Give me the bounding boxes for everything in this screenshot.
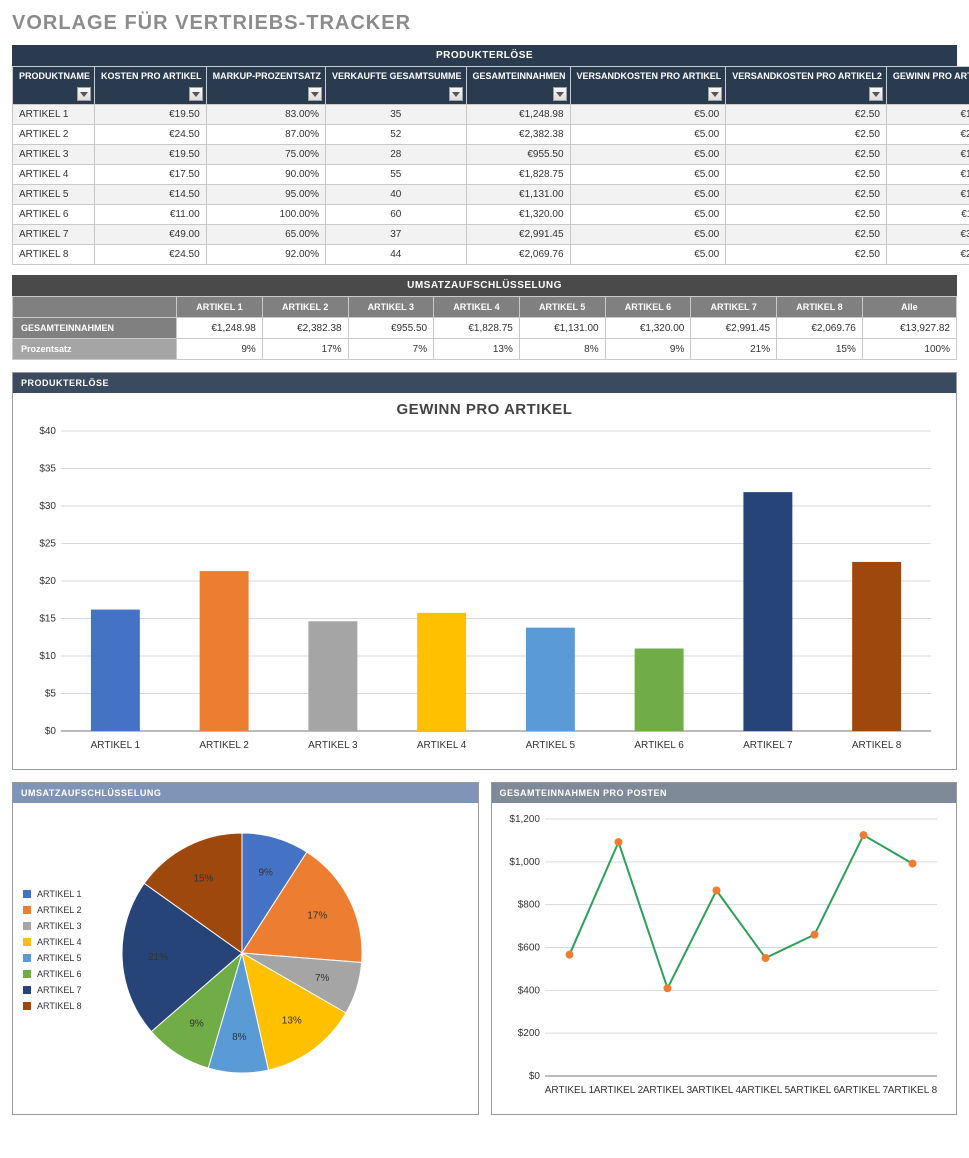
legend-item: ARTIKEL 8 xyxy=(23,1001,82,1011)
dropdown-icon[interactable] xyxy=(869,87,883,101)
svg-text:$1,200: $1,200 xyxy=(509,814,540,825)
svg-text:9%: 9% xyxy=(189,1019,204,1030)
svg-text:$10: $10 xyxy=(39,651,56,662)
svg-text:ARTIKEL 5: ARTIKEL 5 xyxy=(740,1085,790,1096)
legend-item: ARTIKEL 4 xyxy=(23,937,82,947)
legend-item: ARTIKEL 2 xyxy=(23,905,82,915)
pie-legend: ARTIKEL 1 ARTIKEL 2 ARTIKEL 3 ARTIKEL 4 ARTI… xyxy=(23,889,82,1017)
svg-text:ARTIKEL 5: ARTIKEL 5 xyxy=(526,740,576,751)
table1-col-7: GEWINN PRO ARTIKEL xyxy=(886,67,969,105)
legend-item: ARTIKEL 5 xyxy=(23,953,82,963)
svg-text:ARTIKEL 7: ARTIKEL 7 xyxy=(838,1085,888,1096)
svg-text:ARTIKEL 3: ARTIKEL 3 xyxy=(642,1085,692,1096)
svg-text:ARTIKEL 2: ARTIKEL 2 xyxy=(199,740,249,751)
line-chart: $0$200$400$600$800$1,000$1,200ARTIKEL 1A… xyxy=(500,811,945,1101)
table-row: ARTIKEL 3€19.5075.00%28€955.50€5.00€2.50… xyxy=(13,145,969,165)
dropdown-icon[interactable] xyxy=(553,87,567,101)
svg-text:ARTIKEL 4: ARTIKEL 4 xyxy=(417,740,467,751)
dropdown-icon[interactable] xyxy=(77,87,91,101)
svg-text:$400: $400 xyxy=(517,985,540,996)
pie-chart: 9% 17% 7% 13% 8% 9% 21% 15% xyxy=(82,813,402,1093)
svg-text:8%: 8% xyxy=(232,1032,247,1043)
pie-chart-box: UMSATZAUFSCHLÜSSELUNG ARTIKEL 1 ARTIKEL 2… xyxy=(12,782,479,1115)
svg-text:21%: 21% xyxy=(148,952,168,963)
svg-text:ARTIKEL 1: ARTIKEL 1 xyxy=(91,740,141,751)
svg-text:ARTIKEL 2: ARTIKEL 2 xyxy=(593,1085,643,1096)
page-title: VORLAGE FÜR VERTRIEBS-TRACKER xyxy=(12,12,957,35)
table-row: ARTIKEL 8€24.5092.00%44€2,069.76€5.00€2.… xyxy=(13,245,969,265)
table-row: ARTIKEL 1€19.5083.00%35€1,248.98€5.00€2.… xyxy=(13,105,969,125)
table1-col-2: MARKUP-PROZENTSATZ xyxy=(206,67,325,105)
table-row: ARTIKEL 5€14.5095.00%40€1,131.00€5.00€2.… xyxy=(13,185,969,205)
bar-chart: $0 $5 $10 $15 $20 $25 $30 $35 $40 ARTIKEL 1 ARTIKE… xyxy=(21,426,941,756)
bar-chart-box: PRODUKTERLÖSE GEWINN PRO ARTIKEL $0 $5 $10… xyxy=(12,372,957,770)
svg-text:17%: 17% xyxy=(307,911,327,922)
table1-col-6: VERSANDKOSTEN PRO ARTIKEL2 xyxy=(726,67,887,105)
svg-text:7%: 7% xyxy=(315,973,330,984)
legend-item: ARTIKEL 6 xyxy=(23,969,82,979)
svg-text:9%: 9% xyxy=(258,867,273,878)
svg-text:$600: $600 xyxy=(517,943,540,954)
table-row: ARTIKEL 2€24.5087.00%52€2,382.38€5.00€2.… xyxy=(13,125,969,145)
svg-text:$40: $40 xyxy=(39,426,56,437)
line-chart-section: GESAMTEINNAHMEN PRO POSTEN xyxy=(492,783,957,803)
legend-item: ARTIKEL 3 xyxy=(23,921,82,931)
dropdown-icon[interactable] xyxy=(308,87,322,101)
bar-chart-section: PRODUKTERLÖSE xyxy=(13,373,956,393)
svg-text:$35: $35 xyxy=(39,464,56,475)
table2-header: UMSATZAUFSCHLÜSSELUNG xyxy=(12,275,957,296)
svg-text:ARTIKEL 3: ARTIKEL 3 xyxy=(308,740,358,751)
svg-text:$1,000: $1,000 xyxy=(509,857,540,868)
table1-header: PRODUKTERLÖSE xyxy=(12,45,957,66)
table-row: ARTIKEL 6€11.00100.00%60€1,320.00€5.00€2… xyxy=(13,205,969,225)
table1-col-5: VERSANDKOSTEN PRO ARTIKEL xyxy=(570,67,726,105)
product-revenue-table: PRODUKTERLÖSE PRODUKTNAMEKOSTEN PRO ARTI… xyxy=(12,45,957,265)
svg-text:ARTIKEL 8: ARTIKEL 8 xyxy=(887,1085,937,1096)
svg-text:ARTIKEL 8: ARTIKEL 8 xyxy=(852,740,902,751)
svg-text:15%: 15% xyxy=(193,873,213,884)
table1-col-1: KOSTEN PRO ARTIKEL xyxy=(95,67,207,105)
dropdown-icon[interactable] xyxy=(189,87,203,101)
svg-text:ARTIKEL 6: ARTIKEL 6 xyxy=(634,740,684,751)
svg-text:13%: 13% xyxy=(281,1016,301,1027)
svg-text:$0: $0 xyxy=(528,1071,540,1082)
line-chart-box: GESAMTEINNAHMEN PRO POSTEN $0 $200 $400 $60… xyxy=(491,782,958,1115)
svg-text:$800: $800 xyxy=(517,900,540,911)
dropdown-icon[interactable] xyxy=(449,87,463,101)
svg-text:$20: $20 xyxy=(39,576,56,587)
svg-text:$15: $15 xyxy=(39,614,56,625)
svg-text:ARTIKEL 6: ARTIKEL 6 xyxy=(789,1085,839,1096)
table-row: ARTIKEL 4€17.5090.00%55€1,828.75€5.00€2.… xyxy=(13,165,969,185)
table-row: GESAMTEINNAHMEN€1,248.98€2,382.38€955.50… xyxy=(13,318,957,339)
pie-chart-section: UMSATZAUFSCHLÜSSELUNG xyxy=(13,783,478,803)
table-row: ARTIKEL 7€49.0065.00%37€2,991.45€5.00€2.… xyxy=(13,225,969,245)
dropdown-icon[interactable] xyxy=(708,87,722,101)
svg-text:$30: $30 xyxy=(39,501,56,512)
svg-text:ARTIKEL 4: ARTIKEL 4 xyxy=(691,1085,741,1096)
bar-chart-title: GEWINN PRO ARTIKEL xyxy=(21,401,948,418)
legend-item: ARTIKEL 7 xyxy=(23,985,82,995)
table1-col-4: GESAMTEINNAHMEN xyxy=(466,67,570,105)
table1-col-0: PRODUKTNAME xyxy=(13,67,95,105)
table1-col-3: VERKAUFTE GESAMTSUMME xyxy=(326,67,467,105)
svg-text:ARTIKEL 7: ARTIKEL 7 xyxy=(743,740,793,751)
svg-text:$25: $25 xyxy=(39,539,56,550)
table-row: Prozentsatz9%17%7%13%8%9%21%15%100% xyxy=(13,339,957,360)
legend-item: ARTIKEL 1 xyxy=(23,889,82,899)
svg-text:$0: $0 xyxy=(45,726,57,737)
svg-text:$200: $200 xyxy=(517,1028,540,1039)
breakdown-table: UMSATZAUFSCHLÜSSELUNG ARTIKEL 1ARTIKEL 2… xyxy=(12,275,957,360)
svg-text:$5: $5 xyxy=(45,689,57,700)
svg-text:ARTIKEL 1: ARTIKEL 1 xyxy=(544,1085,594,1096)
